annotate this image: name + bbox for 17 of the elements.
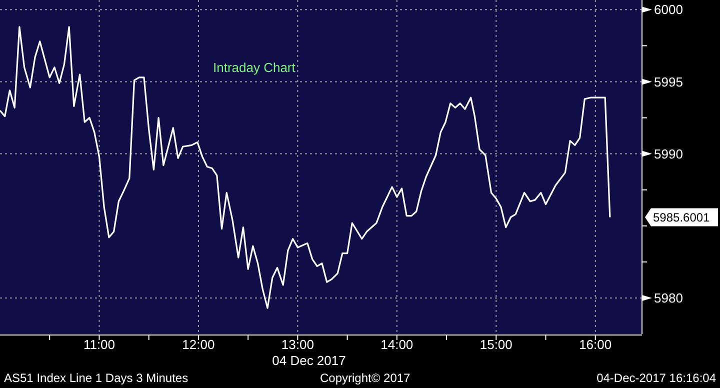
text: Copyright© 2017 — [320, 371, 411, 385]
x-tick-label: 13:00 — [281, 337, 314, 352]
x-tick-label: 15:00 — [480, 337, 512, 352]
line-series — [0, 26, 611, 309]
x-tick-label: 12:00 — [182, 337, 215, 352]
x-tick-label: 16:00 — [579, 337, 612, 352]
y-tick-label: 5990 — [654, 146, 683, 162]
text: 5985.6001 — [653, 210, 710, 224]
y-tick-label: 5995 — [654, 74, 683, 90]
text: Intraday Chart — [213, 60, 296, 75]
x-tick-label: 11:00 — [83, 337, 116, 352]
text: 04-Dec-2017 16:16:04 — [596, 371, 716, 385]
y-tick-label: 5980 — [654, 290, 683, 306]
y-tick-label: 6000 — [654, 2, 683, 18]
x-axis-title: 04 Dec 2017 — [272, 353, 346, 368]
text: AS51 Index Line 1 Days 3 Minutes — [4, 371, 188, 385]
x-tick-label: 14:00 — [380, 337, 414, 352]
